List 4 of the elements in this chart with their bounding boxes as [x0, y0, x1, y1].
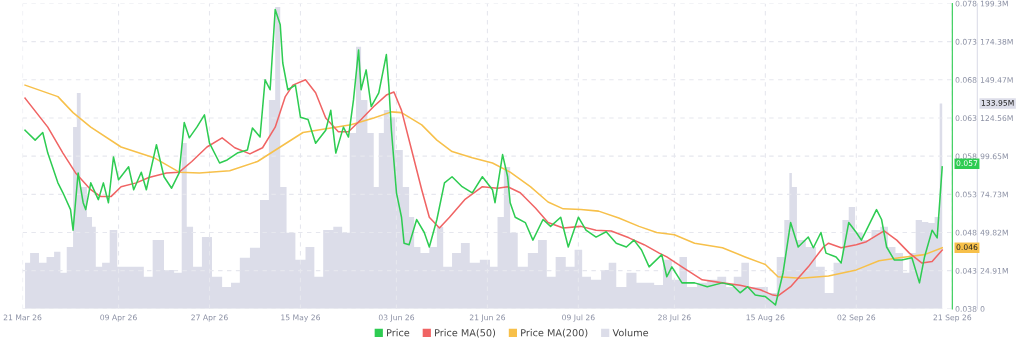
legend-label: Price: [387, 328, 410, 337]
legend-label: Price MA(50): [435, 328, 496, 338]
legend-label: Price MA(200): [521, 328, 588, 338]
legend-label: Volume: [612, 328, 649, 337]
